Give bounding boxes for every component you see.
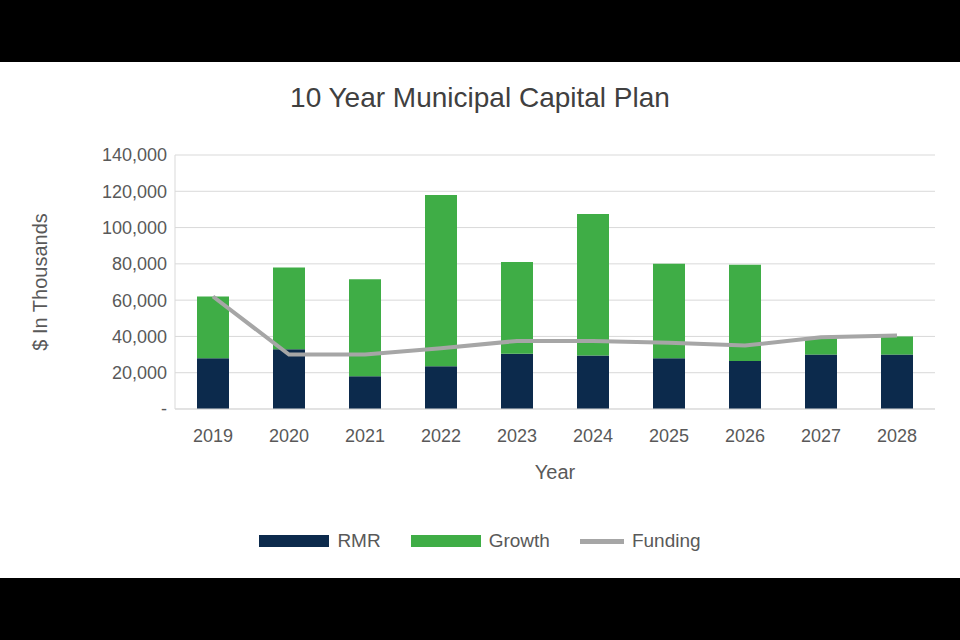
svg-text:2019: 2019 — [193, 426, 233, 446]
svg-text:-: - — [161, 399, 167, 419]
svg-text:2023: 2023 — [497, 426, 537, 446]
svg-text:2021: 2021 — [345, 426, 385, 446]
svg-text:2025: 2025 — [649, 426, 689, 446]
svg-text:2024: 2024 — [573, 426, 613, 446]
html-text:Funding: Funding — [631, 530, 701, 551]
svg-text:120,000: 120,000 — [102, 182, 167, 202]
html-text:RMR: RMR — [337, 530, 381, 551]
svg-text:2022: 2022 — [421, 426, 461, 446]
svg-text:20,000: 20,000 — [112, 363, 167, 383]
svg-text:2026: 2026 — [725, 426, 765, 446]
svg-text:80,000: 80,000 — [112, 254, 167, 274]
svg-text:100,000: 100,000 — [102, 218, 167, 238]
svg-text:Year: Year — [535, 461, 576, 483]
svg-text:2028: 2028 — [877, 426, 917, 446]
svg-text:140,000: 140,000 — [102, 145, 167, 165]
svg-text:$ In Thousands: $ In Thousands — [29, 213, 51, 351]
svg-text:40,000: 40,000 — [112, 327, 167, 347]
svg-text:60,000: 60,000 — [112, 291, 167, 311]
html-text:Growth: Growth — [488, 530, 550, 551]
html-text:10 Year Municipal Capital Plan: 10 Year Municipal Capital Plan — [290, 82, 670, 113]
svg-text:2020: 2020 — [269, 426, 309, 446]
svg-text:2027: 2027 — [801, 426, 841, 446]
